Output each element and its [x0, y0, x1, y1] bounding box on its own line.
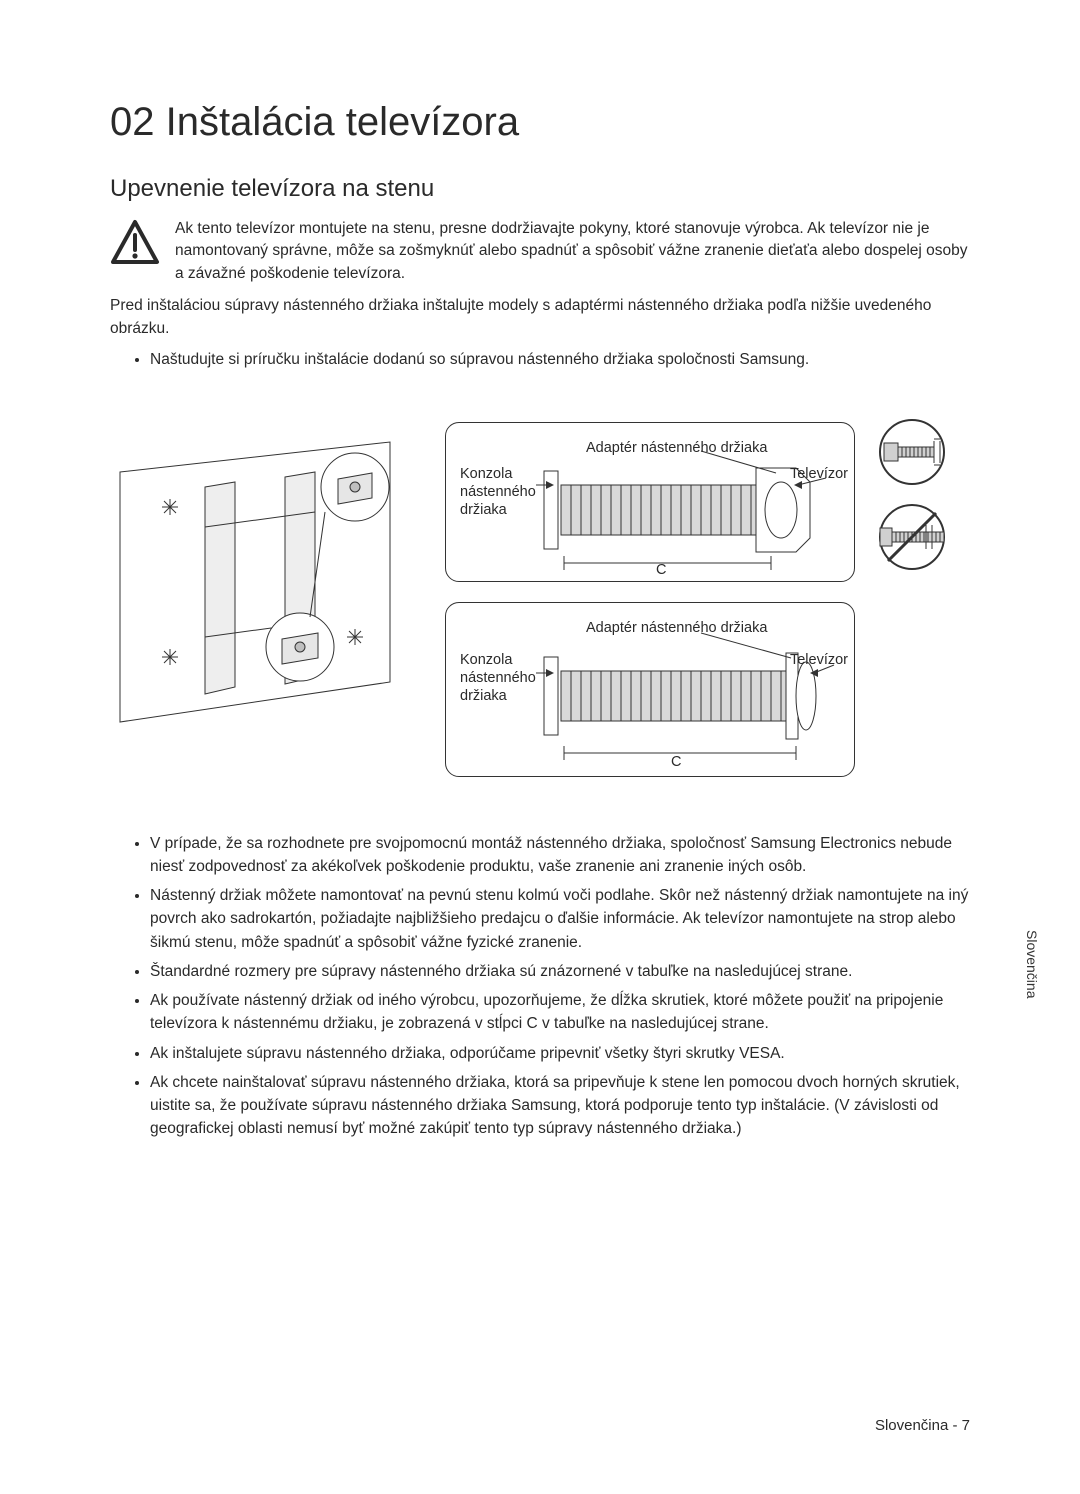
list-item: Nástenný držiak môžete namontovať na pev… [150, 884, 970, 954]
wall-panel-drawing [110, 432, 430, 732]
cross-section-panel-bottom: Adaptér nástenného držiaka Konzola náste… [445, 602, 855, 777]
page-footer: Slovenčina - 7 [875, 1417, 970, 1434]
diagram-label-tv: Televízor [790, 651, 848, 669]
warning-text: Ak tento televízor montujete na stenu, p… [175, 218, 970, 285]
installation-diagram: Adaptér nástenného držiaka Konzola náste… [110, 402, 970, 802]
chapter-title: 02 Inštalácia televízora [110, 100, 970, 145]
list-item: Štandardné rozmery pre súpravy nástennéh… [150, 960, 970, 983]
list-item: V prípade, že sa rozhodnete pre svojpomo… [150, 832, 970, 879]
diagram-label-adapter: Adaptér nástenného držiaka [586, 439, 767, 457]
diagram-label-adapter: Adaptér nástenného držiaka [586, 619, 767, 637]
pre-install-text: Pred inštaláciou súpravy nástenného drži… [110, 295, 970, 340]
diagram-label-c: C [656, 561, 666, 579]
list-item: Ak inštalujete súpravu nástenného držiak… [150, 1042, 970, 1065]
screw-icons [870, 417, 955, 577]
diagram-label-bracket: Konzola nástenného držiaka [460, 465, 540, 519]
top-bullet-list: Naštudujte si príručku inštalácie dodanú… [110, 348, 970, 371]
diagram-label-tv: Televízor [790, 465, 848, 483]
diagram-label-bracket: Konzola nástenného držiaka [460, 651, 540, 705]
list-item: Ak používate nástenný držiak od iného vý… [150, 989, 970, 1036]
list-item: Ak chcete nainštalovať súpravu nástennéh… [150, 1071, 970, 1141]
diagram-label-c: C [671, 753, 681, 771]
bottom-bullet-list: V prípade, že sa rozhodnete pre svojpomo… [110, 832, 970, 1141]
list-item: Naštudujte si príručku inštalácie dodanú… [150, 348, 970, 371]
warning-row: Ak tento televízor montujete na stenu, p… [110, 218, 970, 285]
warning-icon [110, 218, 160, 273]
language-side-tab: Slovenčina [1024, 930, 1040, 999]
section-title: Upevnenie televízora na stenu [110, 175, 970, 203]
cross-section-panel-top: Adaptér nástenného držiaka Konzola náste… [445, 422, 855, 582]
